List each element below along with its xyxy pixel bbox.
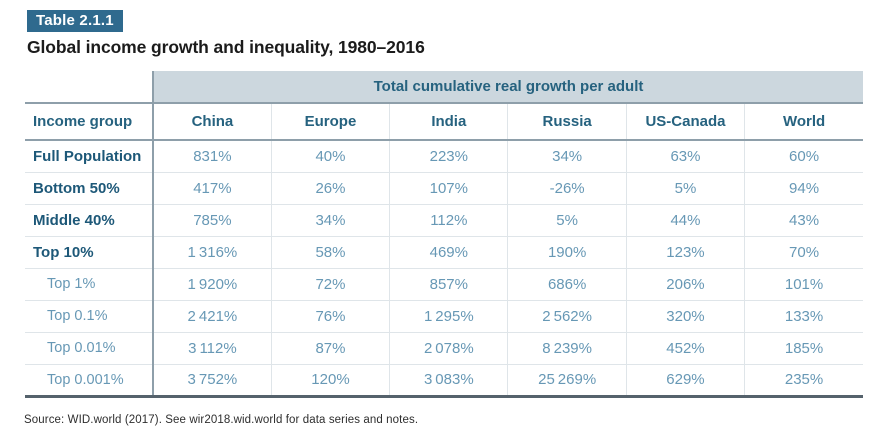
corner-cell: [25, 71, 153, 104]
table-row-bottom-50: Bottom 50% 417% 26% 107% -26% 5% 94%: [25, 172, 863, 205]
table-row-top-0-001: Top 0.001% 3 752% 120% 3 083% 25 269% 62…: [25, 364, 863, 398]
value-cell: 3 752%: [151, 364, 272, 398]
column-header-russia: Russia: [507, 103, 627, 141]
row-label: Full Population: [25, 140, 153, 173]
table-row-top-0-1: Top 0.1% 2 421% 76% 1 295% 2 562% 320% 1…: [25, 300, 863, 333]
value-cell: 629%: [625, 364, 745, 398]
column-header-world: World: [744, 103, 863, 141]
value-cell: 112%: [389, 204, 508, 237]
source-note: Source: WID.world (2017). See wir2018.wi…: [24, 413, 419, 426]
column-header-india: India: [389, 103, 508, 141]
value-cell: 87%: [270, 332, 390, 365]
value-cell: 40%: [270, 140, 390, 173]
row-label: Top 0.01%: [25, 332, 153, 365]
value-cell: 43%: [744, 204, 863, 237]
value-cell: 26%: [270, 172, 390, 205]
table-title: Global income growth and inequality, 198…: [27, 37, 425, 57]
value-cell: 3 112%: [151, 332, 272, 365]
value-cell: 5%: [625, 172, 745, 205]
value-cell: 2 421%: [151, 300, 272, 333]
row-label: Top 1%: [25, 268, 153, 301]
column-group-header-row: Total cumulative real growth per adult: [25, 71, 863, 104]
value-cell: 76%: [270, 300, 390, 333]
table-row-top-0-01: Top 0.01% 3 112% 87% 2 078% 8 239% 452% …: [25, 332, 863, 365]
value-cell: 857%: [389, 268, 508, 301]
value-cell: 469%: [389, 236, 508, 269]
value-cell: 44%: [625, 204, 745, 237]
value-cell: 63%: [625, 140, 745, 173]
value-cell: 235%: [744, 364, 863, 398]
value-cell: 58%: [270, 236, 390, 269]
value-cell: 2 078%: [389, 332, 508, 365]
value-cell: 686%: [507, 268, 627, 301]
column-header-us-canada: US-Canada: [625, 103, 745, 141]
value-cell: 5%: [507, 204, 627, 237]
value-cell: 123%: [625, 236, 745, 269]
table-row-top-10: Top 10% 1 316% 58% 469% 190% 123% 70%: [25, 236, 863, 269]
value-cell: 72%: [270, 268, 390, 301]
value-cell: 3 083%: [389, 364, 508, 398]
value-cell: 25 269%: [507, 364, 627, 398]
row-label: Top 10%: [25, 236, 153, 269]
column-header-europe: Europe: [270, 103, 390, 141]
row-label: Bottom 50%: [25, 172, 153, 205]
column-header-row: Income group China Europe India Russia U…: [25, 103, 863, 141]
table-row-full-population: Full Population 831% 40% 223% 34% 63% 60…: [25, 140, 863, 173]
table-row-top-1: Top 1% 1 920% 72% 857% 686% 206% 101%: [25, 268, 863, 301]
value-cell: 70%: [744, 236, 863, 269]
value-cell: 34%: [270, 204, 390, 237]
value-cell: 94%: [744, 172, 863, 205]
value-cell: 223%: [389, 140, 508, 173]
value-cell: 785%: [151, 204, 272, 237]
column-header-china: China: [151, 103, 272, 141]
value-cell: 1 295%: [389, 300, 508, 333]
value-cell: 2 562%: [507, 300, 627, 333]
value-cell: 107%: [389, 172, 508, 205]
value-cell: 34%: [507, 140, 627, 173]
table-row-middle-40: Middle 40% 785% 34% 112% 5% 44% 43%: [25, 204, 863, 237]
column-group-header: Total cumulative real growth per adult: [152, 71, 863, 104]
value-cell: 60%: [744, 140, 863, 173]
value-cell: 1 316%: [151, 236, 272, 269]
value-cell: 8 239%: [507, 332, 627, 365]
value-cell: 1 920%: [151, 268, 272, 301]
value-cell: 452%: [625, 332, 745, 365]
row-label: Middle 40%: [25, 204, 153, 237]
row-label: Top 0.1%: [25, 300, 153, 333]
table-number-badge: Table 2.1.1: [27, 10, 123, 32]
value-cell: 133%: [744, 300, 863, 333]
value-cell: 206%: [625, 268, 745, 301]
income-growth-table: Total cumulative real growth per adult I…: [25, 71, 863, 398]
value-cell: 831%: [151, 140, 272, 173]
value-cell: -26%: [507, 172, 627, 205]
row-label: Top 0.001%: [25, 364, 153, 398]
column-header-income-group: Income group: [25, 103, 153, 141]
value-cell: 185%: [744, 332, 863, 365]
value-cell: 190%: [507, 236, 627, 269]
value-cell: 120%: [270, 364, 390, 398]
value-cell: 417%: [151, 172, 272, 205]
value-cell: 320%: [625, 300, 745, 333]
value-cell: 101%: [744, 268, 863, 301]
